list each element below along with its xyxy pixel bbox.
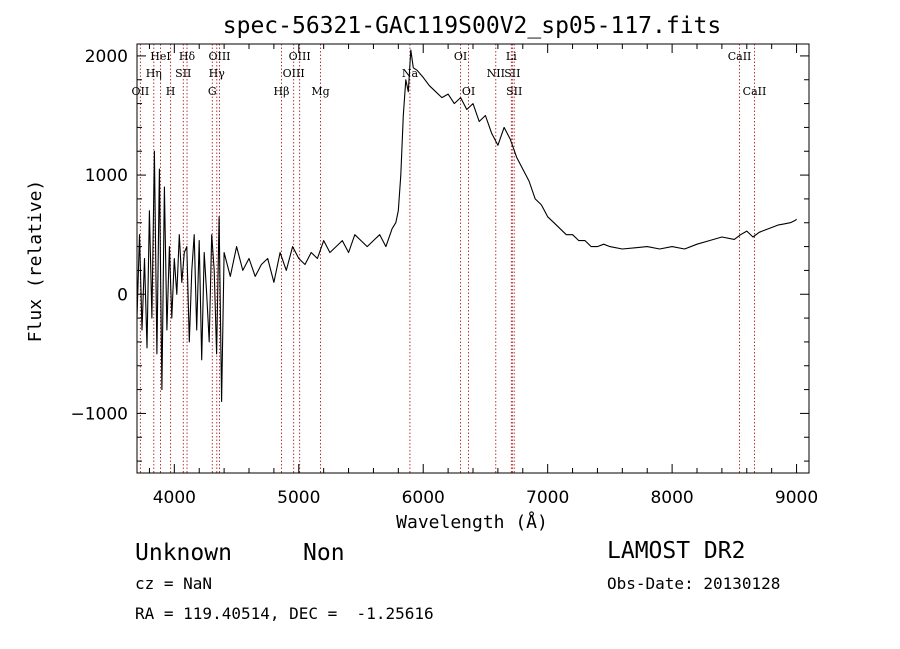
line-marker-label: Mg xyxy=(311,85,329,98)
y-tick-label: 0 xyxy=(117,285,128,305)
y-tick-label: 1000 xyxy=(85,166,128,186)
x-axis-label: Wavelength (Å) xyxy=(396,511,548,533)
line-marker-label: Na xyxy=(402,67,419,80)
x-tick-label: 8000 xyxy=(650,488,693,508)
line-marker-label: OIII xyxy=(289,50,311,63)
line-marker-label: Hη xyxy=(146,67,162,80)
spectrum-series xyxy=(136,49,797,403)
line-marker-label: OII xyxy=(132,85,150,98)
survey-name: LAMOST DR2 xyxy=(607,538,745,564)
object-class: Unknown xyxy=(135,540,232,566)
x-tick-label: 4000 xyxy=(153,488,196,508)
line-marker-label: OIII xyxy=(208,50,230,63)
axis-ticks: 4000 5000 6000 7000 8000 9000 −1000 0 1000 2000 xyxy=(70,44,818,508)
x-tick-label: 9000 xyxy=(775,488,818,508)
line-marker-label: CaII xyxy=(728,50,752,63)
line-marker-label: SII xyxy=(175,67,191,80)
line-marker-label: NII xyxy=(487,67,505,80)
line-marker-label: Hγ xyxy=(209,67,226,80)
x-tick-label: 6000 xyxy=(402,488,445,508)
line-marker-label: SII xyxy=(504,67,520,80)
line-marker-label: OI xyxy=(462,85,475,98)
object-subclass: Non xyxy=(303,540,345,566)
line-marker-label: Hβ xyxy=(274,85,290,98)
line-marker-label: SII xyxy=(506,85,522,98)
y-axis-label: Flux (relative) xyxy=(25,180,46,343)
line-marker-label: HeI xyxy=(150,50,170,63)
obs-date: Obs-Date: 20130128 xyxy=(607,574,780,593)
y-tick-label: −1000 xyxy=(70,404,128,424)
line-marker-labels: OII Hη HeI H SII Hδ G Hγ OIII Hβ OIII OIII Mg Na OI OI N… xyxy=(132,50,767,98)
x-tick-label: 5000 xyxy=(277,488,320,508)
spectrum-line xyxy=(136,49,797,403)
line-marker-label: G xyxy=(208,85,217,98)
chart-title: spec-56321-GAC119S00V2_sp05-117.fits xyxy=(223,13,722,39)
line-markers xyxy=(139,44,755,473)
coordinates: RA = 119.40514, DEC = -1.25616 xyxy=(135,604,434,623)
line-marker-label: Hδ xyxy=(179,50,196,63)
line-marker-label: CaII xyxy=(743,85,767,98)
plot-frame xyxy=(136,43,810,474)
line-marker-label: OI xyxy=(454,50,467,63)
line-marker-label: Li xyxy=(506,50,517,63)
line-marker-label: OIII xyxy=(283,67,305,80)
redshift: cz = NaN xyxy=(135,574,212,593)
x-tick-label: 7000 xyxy=(526,488,569,508)
line-marker-label: H xyxy=(166,85,176,98)
y-tick-label: 2000 xyxy=(85,47,128,67)
